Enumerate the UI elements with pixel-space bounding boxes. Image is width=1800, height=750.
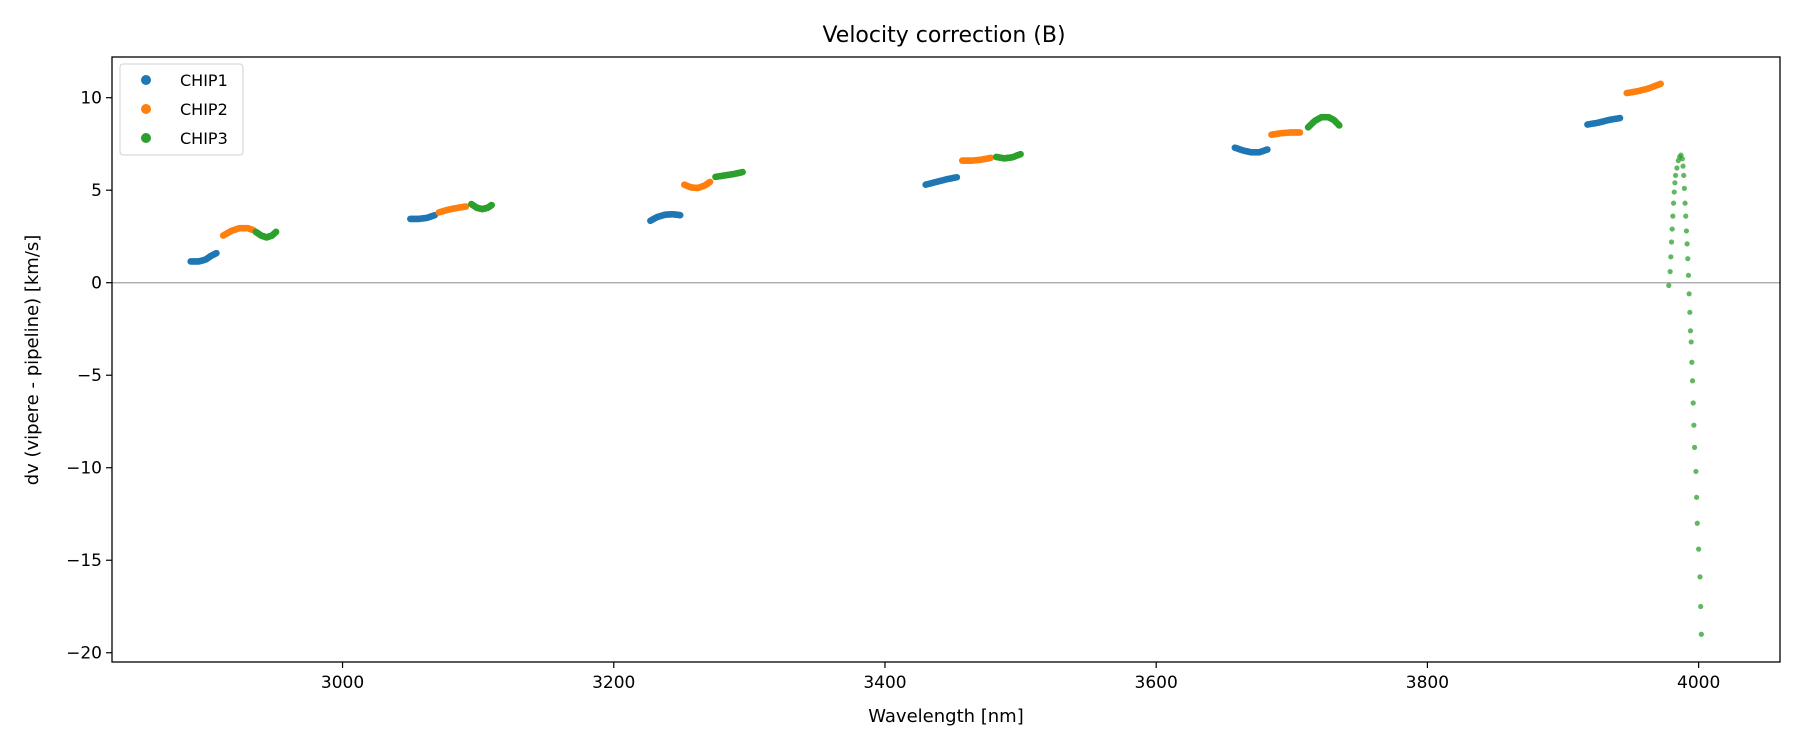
data-point-chip1	[1264, 146, 1271, 153]
data-point-chip3-sparse	[1672, 172, 1679, 179]
y-tick-label: −20	[66, 644, 102, 664]
chart-title: Velocity correction (B)	[822, 23, 1065, 48]
data-point-chip3-sparse	[1686, 291, 1692, 297]
data-point-chip3-sparse	[1690, 400, 1696, 406]
legend-label-chip1: CHIP1	[180, 71, 228, 90]
data-point-chip3-sparse	[1672, 180, 1678, 186]
data-point-chip3-sparse	[1694, 494, 1700, 500]
legend-marker-chip3	[141, 133, 151, 143]
data-point-chip1	[953, 173, 961, 181]
data-point-chip3-sparse	[1694, 520, 1700, 526]
data-point-chip3	[488, 201, 496, 209]
data-point-chip3-sparse	[1698, 631, 1704, 637]
data-point-chip3-sparse	[1687, 328, 1694, 334]
x-tick-label: 4000	[1677, 673, 1720, 693]
data-point-chip3	[272, 228, 280, 236]
data-point-chip3-sparse	[1685, 256, 1691, 262]
data-point-chip3-sparse	[1693, 468, 1699, 475]
data-point-chip2	[987, 154, 995, 162]
data-point-chip3-sparse	[1683, 228, 1690, 234]
legend-marker-chip1	[141, 75, 151, 85]
data-point-chip3-sparse	[1697, 574, 1703, 580]
data-point-chip3-sparse	[1666, 282, 1672, 289]
data-point-chip3-sparse	[1685, 272, 1692, 278]
data-point-chip1	[676, 211, 684, 219]
legend-box	[119, 63, 244, 156]
data-point-chip3-sparse	[1689, 359, 1695, 365]
data-point-chip3-sparse	[1669, 226, 1675, 232]
data-point-chip3-sparse	[1688, 339, 1694, 345]
tick-layer: 3000 3200 3400 3600 3800 4000 10 5 0 −5 −10 −15 −20	[66, 89, 1720, 693]
y-tick-label: −5	[77, 366, 102, 386]
x-tick-label: 3800	[1406, 673, 1449, 693]
y-tick-label: 10	[80, 89, 102, 109]
data-point-chip2	[1296, 129, 1304, 136]
data-point-chip3-sparse	[1680, 163, 1686, 169]
data-point-chip3-sparse	[1691, 444, 1698, 450]
x-axis-label: Wavelength [nm]	[868, 706, 1024, 727]
x-tick-label: 3600	[1135, 673, 1178, 693]
data-point-chip3-sparse	[1674, 165, 1680, 171]
data-point-chip2	[706, 178, 714, 186]
data-point-chip3-sparse	[1683, 213, 1689, 219]
data-point-chip3-sparse	[1670, 200, 1677, 206]
legend-label-chip2: CHIP2	[180, 100, 228, 119]
y-tick-label: −10	[66, 459, 102, 479]
data-point-chip3-sparse	[1681, 185, 1687, 191]
data-layer	[187, 80, 1704, 637]
x-tick-label: 3000	[321, 673, 364, 693]
legend-label-chip3: CHIP3	[180, 129, 228, 148]
y-tick-label: 5	[91, 181, 102, 201]
x-tick-label: 3200	[592, 673, 635, 693]
legend: CHIP1 CHIP2 CHIP3	[119, 63, 244, 156]
data-point-chip3-sparse	[1691, 422, 1697, 428]
y-tick-label: −15	[66, 551, 102, 571]
data-point-chip3-sparse	[1687, 309, 1693, 315]
data-point-chip3-sparse	[1684, 241, 1690, 247]
data-point-chip3-sparse	[1667, 269, 1673, 275]
data-point-chip3-sparse	[1668, 239, 1675, 245]
plot-frame	[111, 56, 1781, 663]
data-point-chip3-sparse	[1681, 172, 1687, 179]
data-point-chip3-sparse	[1679, 156, 1685, 162]
legend-marker-chip2	[141, 104, 151, 114]
data-point-chip3	[739, 168, 746, 176]
data-point-chip3	[1335, 122, 1343, 129]
data-point-chip3-sparse	[1698, 603, 1704, 610]
data-point-chip3-sparse	[1671, 189, 1677, 195]
data-point-chip2	[462, 203, 470, 210]
data-point-chip1	[1616, 114, 1624, 122]
x-tick-label: 3400	[863, 673, 906, 693]
data-point-chip3	[1017, 150, 1024, 158]
data-point-chip1	[213, 249, 220, 257]
data-point-chip3-sparse	[1689, 378, 1696, 384]
data-point-chip3-sparse	[1682, 200, 1688, 206]
data-point-chip3-sparse	[1668, 254, 1674, 260]
y-axis-label: dv (vipere - pipeline) [km/s]	[22, 235, 43, 486]
data-point-chip3-sparse	[1670, 213, 1676, 219]
y-tick-label: 0	[91, 274, 102, 294]
data-point-chip2	[1657, 80, 1664, 88]
data-point-chip3-sparse	[1696, 546, 1702, 552]
